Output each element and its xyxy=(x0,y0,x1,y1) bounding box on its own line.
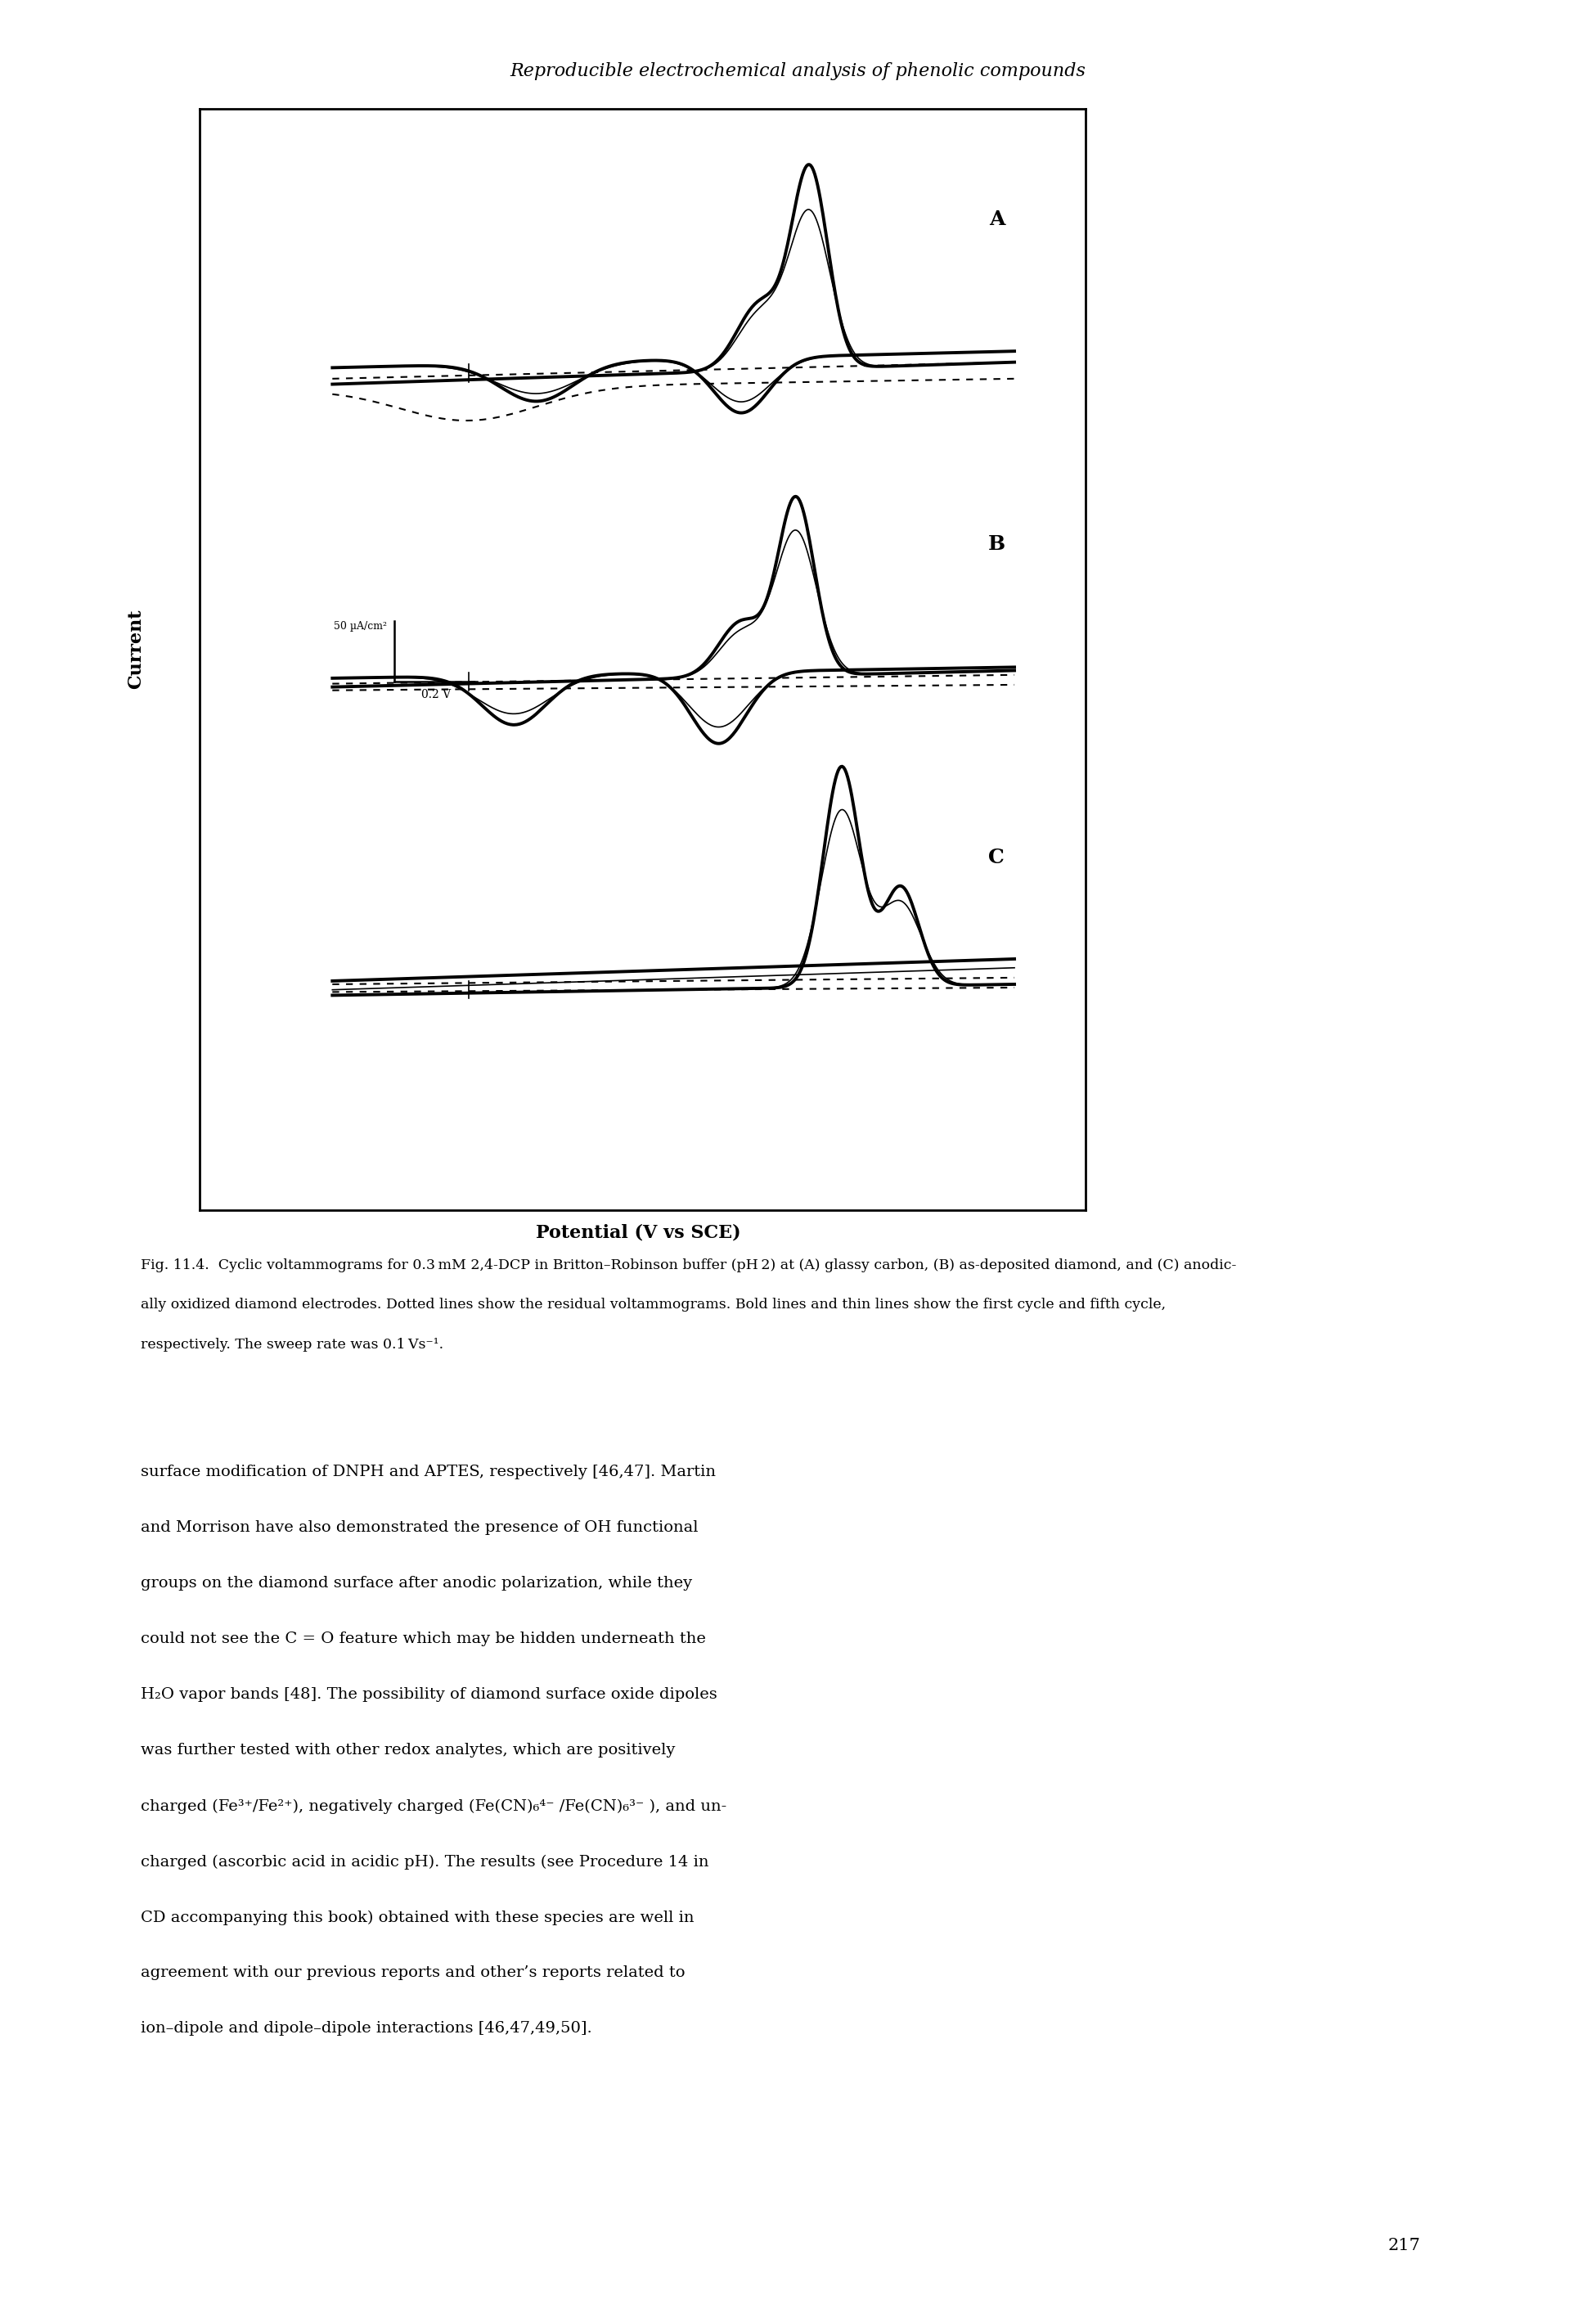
Text: charged (Fe³⁺/Fe²⁺), negatively charged (Fe(CN)₆⁴⁻ /Fe(CN)₆³⁻ ), and un-: charged (Fe³⁺/Fe²⁺), negatively charged … xyxy=(140,1799,726,1813)
Text: B: B xyxy=(988,533,1005,554)
Text: charged (ascorbic acid in acidic pH). The results (see Procedure 14 in: charged (ascorbic acid in acidic pH). Th… xyxy=(140,1854,709,1868)
Text: Reproducible electrochemical analysis of phenolic compounds: Reproducible electrochemical analysis of… xyxy=(511,63,1085,81)
Text: surface modification of DNPH and APTES, respectively [46,47]. Martin: surface modification of DNPH and APTES, … xyxy=(140,1465,715,1479)
Text: Current: Current xyxy=(126,610,145,688)
Text: 50 µA/cm²: 50 µA/cm² xyxy=(334,621,388,630)
Text: ion–dipole and dipole–dipole interactions [46,47,49,50].: ion–dipole and dipole–dipole interaction… xyxy=(140,2021,592,2035)
Text: agreement with our previous reports and other’s reports related to: agreement with our previous reports and … xyxy=(140,1966,685,1980)
Text: and Morrison have also demonstrated the presence of OH functional: and Morrison have also demonstrated the … xyxy=(140,1521,697,1535)
Text: CD accompanying this book) obtained with these species are well in: CD accompanying this book) obtained with… xyxy=(140,1910,694,1924)
Text: groups on the diamond surface after anodic polarization, while they: groups on the diamond surface after anod… xyxy=(140,1576,693,1590)
Text: Potential (V vs SCE): Potential (V vs SCE) xyxy=(536,1224,741,1242)
Text: 0.2 V: 0.2 V xyxy=(421,688,450,700)
Text: H₂O vapor bands [48]. The possibility of diamond surface oxide dipoles: H₂O vapor bands [48]. The possibility of… xyxy=(140,1688,717,1701)
Text: respectively. The sweep rate was 0.1 Vs⁻¹.: respectively. The sweep rate was 0.1 Vs⁻… xyxy=(140,1337,444,1351)
Text: ally oxidized diamond electrodes. Dotted lines show the residual voltammograms. : ally oxidized diamond electrodes. Dotted… xyxy=(140,1298,1165,1312)
Text: A: A xyxy=(990,209,1004,229)
Text: Fig. 11.4.  Cyclic voltammograms for 0.3 mM 2,4-DCP in Britton–Robinson buffer (: Fig. 11.4. Cyclic voltammograms for 0.3 … xyxy=(140,1259,1237,1273)
Text: 217: 217 xyxy=(1389,2237,1420,2253)
Text: could not see the C = O feature which may be hidden underneath the: could not see the C = O feature which ma… xyxy=(140,1632,705,1646)
Text: was further tested with other redox analytes, which are positively: was further tested with other redox anal… xyxy=(140,1743,675,1757)
Text: C: C xyxy=(988,848,1005,867)
